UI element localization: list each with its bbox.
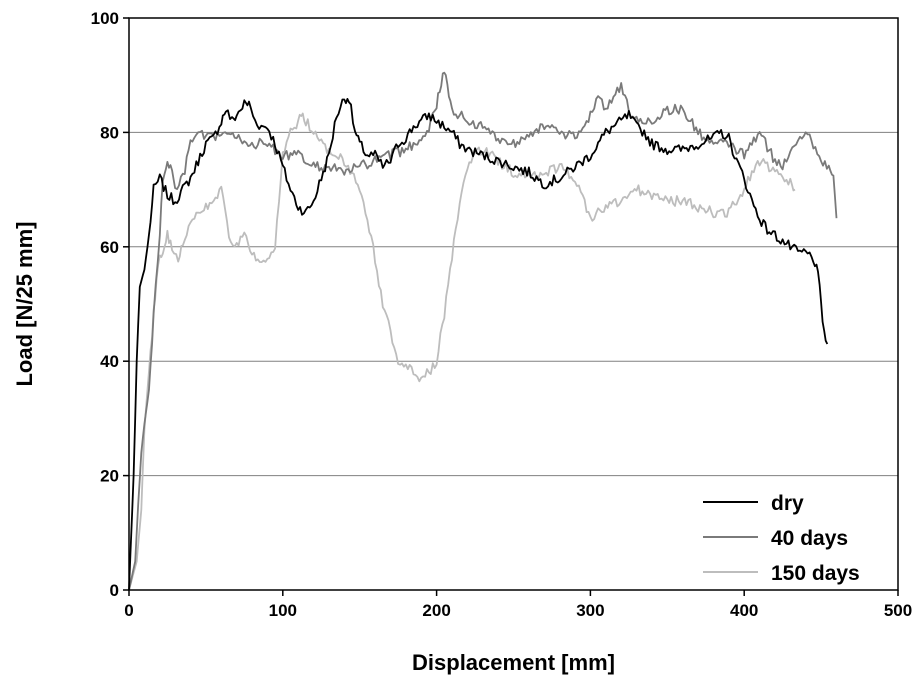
x-tick-label: 500 xyxy=(884,601,912,620)
y-tick-label: 80 xyxy=(100,123,119,142)
series-lines xyxy=(128,71,838,591)
y-tick-label: 40 xyxy=(100,352,119,371)
x-tick-label: 400 xyxy=(730,601,758,620)
y-tick-label: 0 xyxy=(110,581,119,600)
legend-label: 150 days xyxy=(771,562,860,585)
grid-lines xyxy=(129,131,898,477)
x-tick-label: 200 xyxy=(422,601,450,620)
legend: dry 40 days 150 days xyxy=(703,492,860,585)
series-line-40-days xyxy=(128,71,838,591)
series-line-dry xyxy=(128,98,829,591)
x-tick-label: 0 xyxy=(124,601,133,620)
x-tick-label: 100 xyxy=(269,601,297,620)
x-tick-label: 300 xyxy=(576,601,604,620)
plot-frame xyxy=(128,17,899,591)
series-line-150-days xyxy=(128,112,796,591)
y-tick-label: 100 xyxy=(91,9,119,28)
y-tick-label: 60 xyxy=(100,238,119,257)
axis-ticks: 0 100 200 300 400 500 0 20 40 60 80 100 xyxy=(91,9,913,620)
y-axis-label: Load [N/25 mm] xyxy=(12,221,37,386)
legend-label: 40 days xyxy=(771,527,848,550)
legend-label: dry xyxy=(771,492,804,515)
y-tick-label: 20 xyxy=(100,467,119,486)
x-axis-label: Displacement [mm] xyxy=(412,650,615,675)
